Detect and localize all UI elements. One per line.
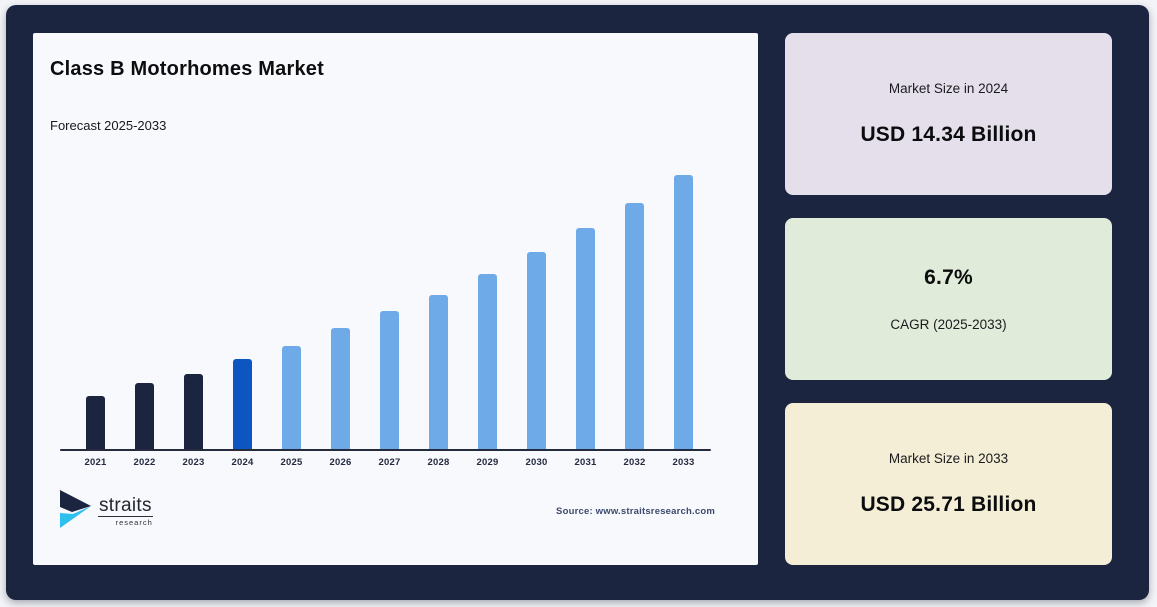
bar-cell — [71, 169, 120, 449]
x-label-2030: 2030 — [525, 457, 548, 468]
bar-cell — [120, 169, 169, 449]
bar-cell — [463, 169, 512, 449]
bar-cell — [169, 169, 218, 449]
x-label-2029: 2029 — [476, 457, 499, 468]
stat-value: USD 25.71 Billion — [860, 493, 1037, 516]
x-label-2026: 2026 — [329, 457, 352, 468]
bar-cell — [512, 169, 561, 449]
bar-cell — [414, 169, 463, 449]
bar-chart — [71, 169, 710, 449]
stat-label: Market Size in 2024 — [888, 81, 1009, 96]
bar-2021 — [86, 396, 105, 449]
stat-card-cagr: 6.7% CAGR (2025-2033) — [785, 218, 1112, 380]
bar-2027 — [380, 311, 399, 449]
bar-2033 — [674, 175, 693, 449]
x-label-2031: 2031 — [574, 457, 597, 468]
x-label-2027: 2027 — [378, 457, 401, 468]
bar-2025 — [282, 346, 301, 449]
bar-2023 — [184, 374, 203, 449]
logo-wordmark: straits research — [98, 494, 153, 527]
bar-2022 — [135, 383, 154, 449]
logo-name: straits — [98, 494, 153, 517]
stat-card-column: Market Size in 2024 USD 14.34 Billion 6.… — [785, 33, 1112, 565]
stat-label: Market Size in 2033 — [888, 451, 1009, 466]
stat-value: USD 14.34 Billion — [860, 123, 1037, 146]
bar-2030 — [527, 252, 546, 449]
bar-2028 — [429, 295, 448, 449]
bar-cell — [267, 169, 316, 449]
straits-research-logo: straits research — [58, 488, 153, 535]
stat-card-market-size-2033: Market Size in 2033 USD 25.71 Billion — [785, 403, 1112, 565]
bar-cell — [218, 169, 267, 449]
bar-cell — [561, 169, 610, 449]
x-label-2022: 2022 — [133, 457, 156, 468]
chart-title: Class B Motorhomes Market — [50, 58, 324, 80]
bar-2026 — [331, 328, 350, 449]
x-label-2021: 2021 — [84, 457, 107, 468]
stat-label: CAGR (2025-2033) — [890, 317, 1007, 332]
x-axis-line — [60, 449, 711, 451]
x-axis-labels: 2021 2022 2023 2024 2025 2026 2027 2028 2029 2030… — [71, 457, 710, 468]
x-label-2024: 2024 — [231, 457, 254, 468]
x-label-2033: 2033 — [672, 457, 695, 468]
bar-cell — [316, 169, 365, 449]
bar-cell — [659, 169, 708, 449]
bar-2031 — [576, 228, 595, 449]
x-label-2023: 2023 — [182, 457, 205, 468]
bar-2032 — [625, 203, 644, 449]
chart-subtitle: Forecast 2025-2033 — [50, 118, 167, 133]
x-label-2032: 2032 — [623, 457, 646, 468]
chart-card: Class B Motorhomes Market Forecast 2025-… — [33, 33, 758, 565]
bar-cell — [365, 169, 414, 449]
x-label-2025: 2025 — [280, 457, 303, 468]
x-label-2028: 2028 — [427, 457, 450, 468]
infographic-panel: Class B Motorhomes Market Forecast 2025-… — [6, 5, 1149, 600]
bar-cell — [610, 169, 659, 449]
bar-2029 — [478, 274, 497, 449]
stat-value: 6.7% — [924, 266, 973, 289]
chart-footer: straits research Source: www.straitsrese… — [58, 488, 715, 535]
bar-2024 — [233, 359, 252, 449]
logo-subname: research — [115, 517, 153, 527]
source-attribution: Source: www.straitsresearch.com — [556, 506, 715, 517]
stat-card-market-size-2024: Market Size in 2024 USD 14.34 Billion — [785, 33, 1112, 195]
straits-logo-icon — [58, 488, 94, 535]
